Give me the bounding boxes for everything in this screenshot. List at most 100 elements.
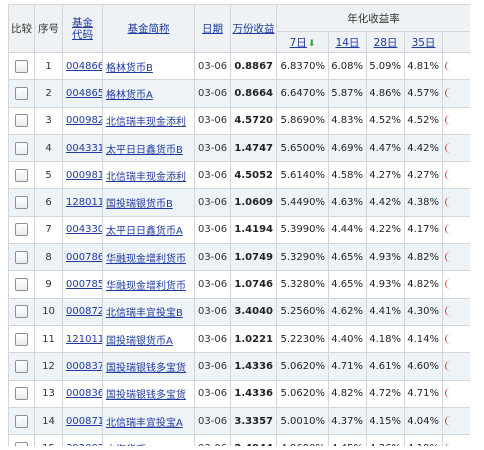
seq-cell: 6 <box>34 188 63 217</box>
header-fund-name[interactable]: 基金简称 <box>102 4 195 53</box>
fund-code-link[interactable]: 121011 <box>66 333 103 345</box>
header-14d[interactable]: 14日 <box>328 31 367 53</box>
fund-name-link[interactable]: 国投瑞银钱多宝货 <box>106 362 186 374</box>
fund-code-link[interactable]: 000982 <box>66 115 103 127</box>
yield-14d-cell: 4.44% <box>328 215 367 245</box>
fund-name-link[interactable]: 北信瑞丰宜投宝A <box>106 417 183 429</box>
fund-name-link[interactable]: 中海货币B <box>106 445 153 446</box>
compare-checkbox[interactable] <box>15 196 28 210</box>
fund-code-sort-link[interactable]: 基金 <box>72 16 93 29</box>
compare-checkbox[interactable] <box>15 441 28 446</box>
fund-name-sort-link[interactable]: 基金简称 <box>127 23 170 35</box>
compare-checkbox[interactable] <box>15 168 28 182</box>
compare-checkbox[interactable] <box>15 359 28 373</box>
fund-name-link[interactable]: 太平日日鑫货币B <box>106 144 183 156</box>
yield-28d-cell: 4.52% <box>366 106 405 135</box>
fund-name-link[interactable]: 北信瑞丰现金添利 <box>106 171 186 183</box>
yield-14d-cell: 4.69% <box>328 133 367 163</box>
action-icon[interactable] <box>445 279 451 290</box>
code-cell: 121011 <box>62 324 103 354</box>
table-row: 6 128011 国投瑞银货币B 03-06 1.0609 5.4490% 4.63% 4.4… <box>8 188 470 217</box>
header-fund-code[interactable]: 基金 代码 <box>62 4 103 53</box>
fund-code-link[interactable]: 000871 <box>66 415 103 427</box>
fund-name-link[interactable]: 国投瑞银货币B <box>106 199 173 211</box>
yield-35d-sort-link[interactable]: 35日 <box>411 36 436 49</box>
code-cell: 000982 <box>62 106 103 135</box>
action-icon[interactable] <box>445 333 451 344</box>
code-cell: 004865 <box>62 79 103 108</box>
fund-name-link[interactable]: 国投瑞银钱多宝货 <box>106 390 186 402</box>
fund-code-link[interactable]: 000786 <box>66 251 103 263</box>
action-cell <box>441 324 470 354</box>
fund-name-link[interactable]: 华融现金增利货币 <box>106 281 186 293</box>
code-cell: 128011 <box>62 188 103 217</box>
action-icon[interactable] <box>445 388 451 399</box>
fund-name-link[interactable]: 北信瑞丰现金添利 <box>106 117 186 129</box>
name-cell: 格林货币A <box>102 79 195 108</box>
action-icon[interactable] <box>445 251 451 262</box>
fund-code-link[interactable]: 000872 <box>66 306 103 318</box>
yield-28d-cell: 4.93% <box>366 270 405 299</box>
compare-checkbox[interactable] <box>15 305 28 319</box>
action-icon[interactable] <box>445 60 451 71</box>
action-icon[interactable] <box>445 115 451 126</box>
fund-name-link[interactable]: 太平日日鑫货币A <box>106 226 183 238</box>
fund-name-link[interactable]: 北信瑞丰宜投宝B <box>106 308 183 320</box>
per10k-sort-link[interactable]: 万份收益 <box>232 23 275 35</box>
table-row: 14 000871 北信瑞丰宜投宝A 03-06 3.3357 5.0010% 4.37% 4… <box>8 406 470 436</box>
yield-14d-sort-link[interactable]: 14日 <box>335 36 360 49</box>
fund-code-sort-link-2[interactable]: 代码 <box>72 28 93 41</box>
action-icon[interactable] <box>445 197 451 208</box>
compare-checkbox[interactable] <box>15 59 28 73</box>
yield-7d-cell: 5.6140% <box>276 161 329 190</box>
fund-code-link[interactable]: 004865 <box>66 87 103 99</box>
compare-checkbox[interactable] <box>15 114 28 128</box>
action-icon[interactable] <box>445 169 451 180</box>
header-per10k[interactable]: 万份收益 <box>230 4 277 53</box>
compare-checkbox[interactable] <box>15 278 28 292</box>
compare-checkbox[interactable] <box>15 414 28 428</box>
compare-checkbox[interactable] <box>15 387 28 401</box>
fund-name-link[interactable]: 格林货币B <box>106 62 153 74</box>
action-icon[interactable] <box>445 415 451 426</box>
fund-code-link[interactable]: 004866 <box>66 60 103 72</box>
yield-14d-cell: 4.40% <box>328 324 367 354</box>
seq-cell: 2 <box>34 79 63 108</box>
fund-code-link[interactable]: 000981 <box>66 169 103 181</box>
compare-checkbox[interactable] <box>15 141 28 155</box>
per10k-cell: 1.4747 <box>230 133 277 163</box>
date-cell: 03-06 <box>194 434 231 446</box>
header-date[interactable]: 日期 <box>194 4 231 53</box>
fund-name-link[interactable]: 国投瑞银货币A <box>106 335 173 347</box>
action-cell <box>441 406 470 436</box>
fund-name-link[interactable]: 格林货币A <box>106 89 153 101</box>
compare-cell <box>8 243 35 272</box>
header-7d[interactable]: 7日⬇ <box>276 31 329 53</box>
action-icon[interactable] <box>445 306 451 317</box>
yield-14d-cell: 4.82% <box>328 379 367 408</box>
fund-code-link[interactable]: 392002 <box>66 443 102 446</box>
fund-code-link[interactable]: 000785 <box>66 279 103 291</box>
compare-checkbox[interactable] <box>15 332 28 346</box>
compare-checkbox[interactable] <box>15 223 28 237</box>
header-35d[interactable]: 35日 <box>404 31 443 53</box>
header-28d[interactable]: 28日 <box>366 31 405 53</box>
yield-7d-cell: 6.6470% <box>276 79 329 108</box>
date-sort-link[interactable]: 日期 <box>202 23 223 35</box>
yield-28d-sort-link[interactable]: 28日 <box>373 36 398 49</box>
fund-code-link[interactable]: 000836 <box>66 388 103 400</box>
table-row: 1 004866 格林货币B 03-06 0.8867 6.8370% 6.08% 5.09%… <box>8 51 470 81</box>
fund-code-link[interactable]: 128011 <box>66 197 103 209</box>
action-icon[interactable] <box>445 360 451 371</box>
compare-checkbox[interactable] <box>15 250 28 264</box>
fund-code-link[interactable]: 000837 <box>66 360 103 372</box>
action-icon[interactable] <box>445 87 451 98</box>
fund-name-link[interactable]: 华融现金增利货币 <box>106 253 186 265</box>
action-icon[interactable] <box>445 224 451 235</box>
fund-code-link[interactable]: 004331 <box>66 142 103 154</box>
compare-checkbox[interactable] <box>15 86 28 100</box>
yield-7d-sort-link[interactable]: 7日 <box>289 36 307 49</box>
action-icon[interactable] <box>445 442 451 446</box>
action-icon[interactable] <box>445 142 451 153</box>
fund-code-link[interactable]: 004330 <box>66 224 103 236</box>
